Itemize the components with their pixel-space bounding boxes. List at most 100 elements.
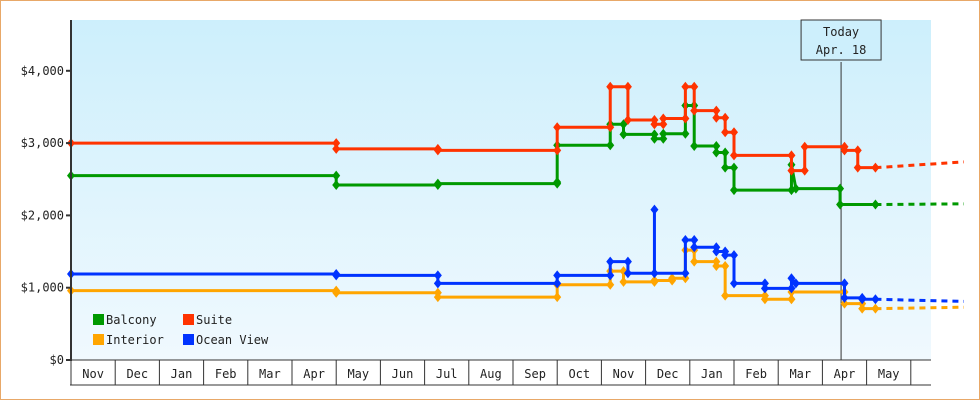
data-point-marker[interactable] bbox=[606, 81, 615, 92]
data-point-marker[interactable] bbox=[853, 162, 862, 173]
data-point-marker[interactable] bbox=[650, 119, 659, 130]
data-point-marker[interactable] bbox=[690, 81, 699, 92]
data-point-marker[interactable] bbox=[690, 105, 699, 116]
data-point-marker[interactable] bbox=[787, 165, 796, 176]
data-point-marker[interactable] bbox=[712, 261, 721, 272]
data-point-marker[interactable] bbox=[681, 128, 690, 139]
data-point-marker[interactable] bbox=[433, 178, 442, 189]
data-point-marker[interactable] bbox=[553, 145, 562, 156]
data-point-marker[interactable] bbox=[730, 127, 738, 138]
data-point-marker[interactable] bbox=[791, 183, 800, 194]
data-point-marker[interactable] bbox=[332, 170, 341, 181]
data-point-marker[interactable] bbox=[721, 162, 730, 173]
data-point-marker[interactable] bbox=[871, 294, 880, 305]
data-point-marker[interactable] bbox=[721, 127, 730, 138]
data-point-marker[interactable] bbox=[650, 275, 659, 286]
data-point-marker[interactable] bbox=[858, 294, 867, 305]
data-point-marker[interactable] bbox=[712, 112, 721, 123]
data-point-marker[interactable] bbox=[721, 250, 730, 261]
data-point-marker[interactable] bbox=[606, 122, 615, 133]
data-point-marker[interactable] bbox=[332, 143, 341, 154]
data-point-marker[interactable] bbox=[433, 278, 442, 289]
data-point-marker[interactable] bbox=[791, 278, 800, 289]
data-point-marker[interactable] bbox=[836, 183, 845, 194]
data-point-marker[interactable] bbox=[681, 113, 690, 124]
data-point-marker[interactable] bbox=[623, 256, 632, 267]
data-point-marker[interactable] bbox=[659, 133, 668, 144]
data-point-marker[interactable] bbox=[681, 273, 690, 284]
data-point-marker[interactable] bbox=[787, 294, 796, 305]
data-point-marker[interactable] bbox=[332, 138, 341, 149]
data-point-marker[interactable] bbox=[623, 114, 632, 125]
legend-item-suite[interactable]: Suite bbox=[183, 313, 232, 327]
data-point-marker[interactable] bbox=[553, 122, 562, 133]
data-point-marker[interactable] bbox=[553, 177, 562, 188]
data-point-marker[interactable] bbox=[800, 165, 809, 176]
legend-item-interior[interactable]: Interior bbox=[93, 333, 164, 347]
data-point-marker[interactable] bbox=[659, 119, 668, 130]
data-point-marker[interactable] bbox=[800, 141, 809, 152]
data-point-marker[interactable] bbox=[840, 298, 849, 309]
data-point-marker[interactable] bbox=[787, 273, 796, 284]
data-point-marker[interactable] bbox=[712, 140, 721, 151]
data-point-marker[interactable] bbox=[730, 185, 738, 196]
data-point-marker[interactable] bbox=[712, 246, 721, 257]
data-point-marker[interactable] bbox=[681, 268, 690, 279]
data-point-marker[interactable] bbox=[871, 303, 880, 314]
data-point-marker[interactable] bbox=[668, 273, 677, 284]
data-point-marker[interactable] bbox=[787, 150, 796, 161]
data-point-marker[interactable] bbox=[690, 140, 699, 151]
data-point-marker[interactable] bbox=[730, 150, 738, 161]
data-point-marker[interactable] bbox=[760, 294, 769, 305]
legend-item-balcony[interactable]: Balcony bbox=[93, 313, 157, 327]
data-point-marker[interactable] bbox=[332, 270, 341, 281]
data-point-marker[interactable] bbox=[690, 256, 699, 267]
data-point-marker[interactable] bbox=[650, 133, 659, 144]
legend-item-ocean-view[interactable]: Ocean View bbox=[183, 333, 269, 347]
data-point-marker[interactable] bbox=[606, 256, 615, 267]
data-point-marker[interactable] bbox=[730, 278, 738, 289]
data-point-marker[interactable] bbox=[858, 303, 867, 314]
data-point-marker[interactable] bbox=[836, 199, 845, 210]
data-point-marker[interactable] bbox=[871, 162, 880, 173]
data-point-marker[interactable] bbox=[681, 234, 690, 245]
data-point-marker[interactable] bbox=[721, 290, 730, 301]
data-point-marker[interactable] bbox=[690, 234, 699, 245]
data-point-marker[interactable] bbox=[730, 250, 738, 261]
data-point-marker[interactable] bbox=[623, 81, 632, 92]
data-point-marker[interactable] bbox=[650, 204, 659, 215]
data-point-marker[interactable] bbox=[840, 145, 849, 156]
data-point-marker[interactable] bbox=[659, 113, 668, 124]
data-point-marker[interactable] bbox=[659, 128, 668, 139]
data-point-marker[interactable] bbox=[553, 292, 562, 303]
data-point-marker[interactable] bbox=[853, 145, 862, 156]
data-point-marker[interactable] bbox=[690, 242, 699, 253]
data-point-marker[interactable] bbox=[840, 292, 849, 303]
data-point-marker[interactable] bbox=[721, 112, 730, 123]
data-point-marker[interactable] bbox=[433, 270, 442, 281]
data-point-marker[interactable] bbox=[606, 270, 615, 281]
data-point-marker[interactable] bbox=[760, 278, 769, 289]
data-point-marker[interactable] bbox=[606, 140, 615, 151]
data-point-marker[interactable] bbox=[721, 147, 730, 158]
data-point-marker[interactable] bbox=[650, 268, 659, 279]
data-point-marker[interactable] bbox=[553, 270, 562, 281]
data-point-marker[interactable] bbox=[871, 199, 880, 210]
data-point-marker[interactable] bbox=[623, 268, 632, 279]
data-point-marker[interactable] bbox=[787, 283, 796, 294]
data-point-marker[interactable] bbox=[730, 162, 738, 173]
data-point-marker[interactable] bbox=[553, 278, 562, 289]
data-point-marker[interactable] bbox=[619, 129, 628, 140]
data-point-marker[interactable] bbox=[760, 283, 769, 294]
data-point-marker[interactable] bbox=[332, 180, 341, 191]
data-point-marker[interactable] bbox=[721, 261, 730, 272]
data-point-marker[interactable] bbox=[433, 292, 442, 303]
data-point-marker[interactable] bbox=[681, 81, 690, 92]
data-point-marker[interactable] bbox=[433, 145, 442, 156]
data-point-marker[interactable] bbox=[606, 279, 615, 290]
data-point-marker[interactable] bbox=[619, 276, 628, 287]
data-point-marker[interactable] bbox=[712, 105, 721, 116]
data-point-marker[interactable] bbox=[332, 287, 341, 298]
data-point-marker[interactable] bbox=[840, 278, 849, 289]
data-point-marker[interactable] bbox=[712, 147, 721, 158]
